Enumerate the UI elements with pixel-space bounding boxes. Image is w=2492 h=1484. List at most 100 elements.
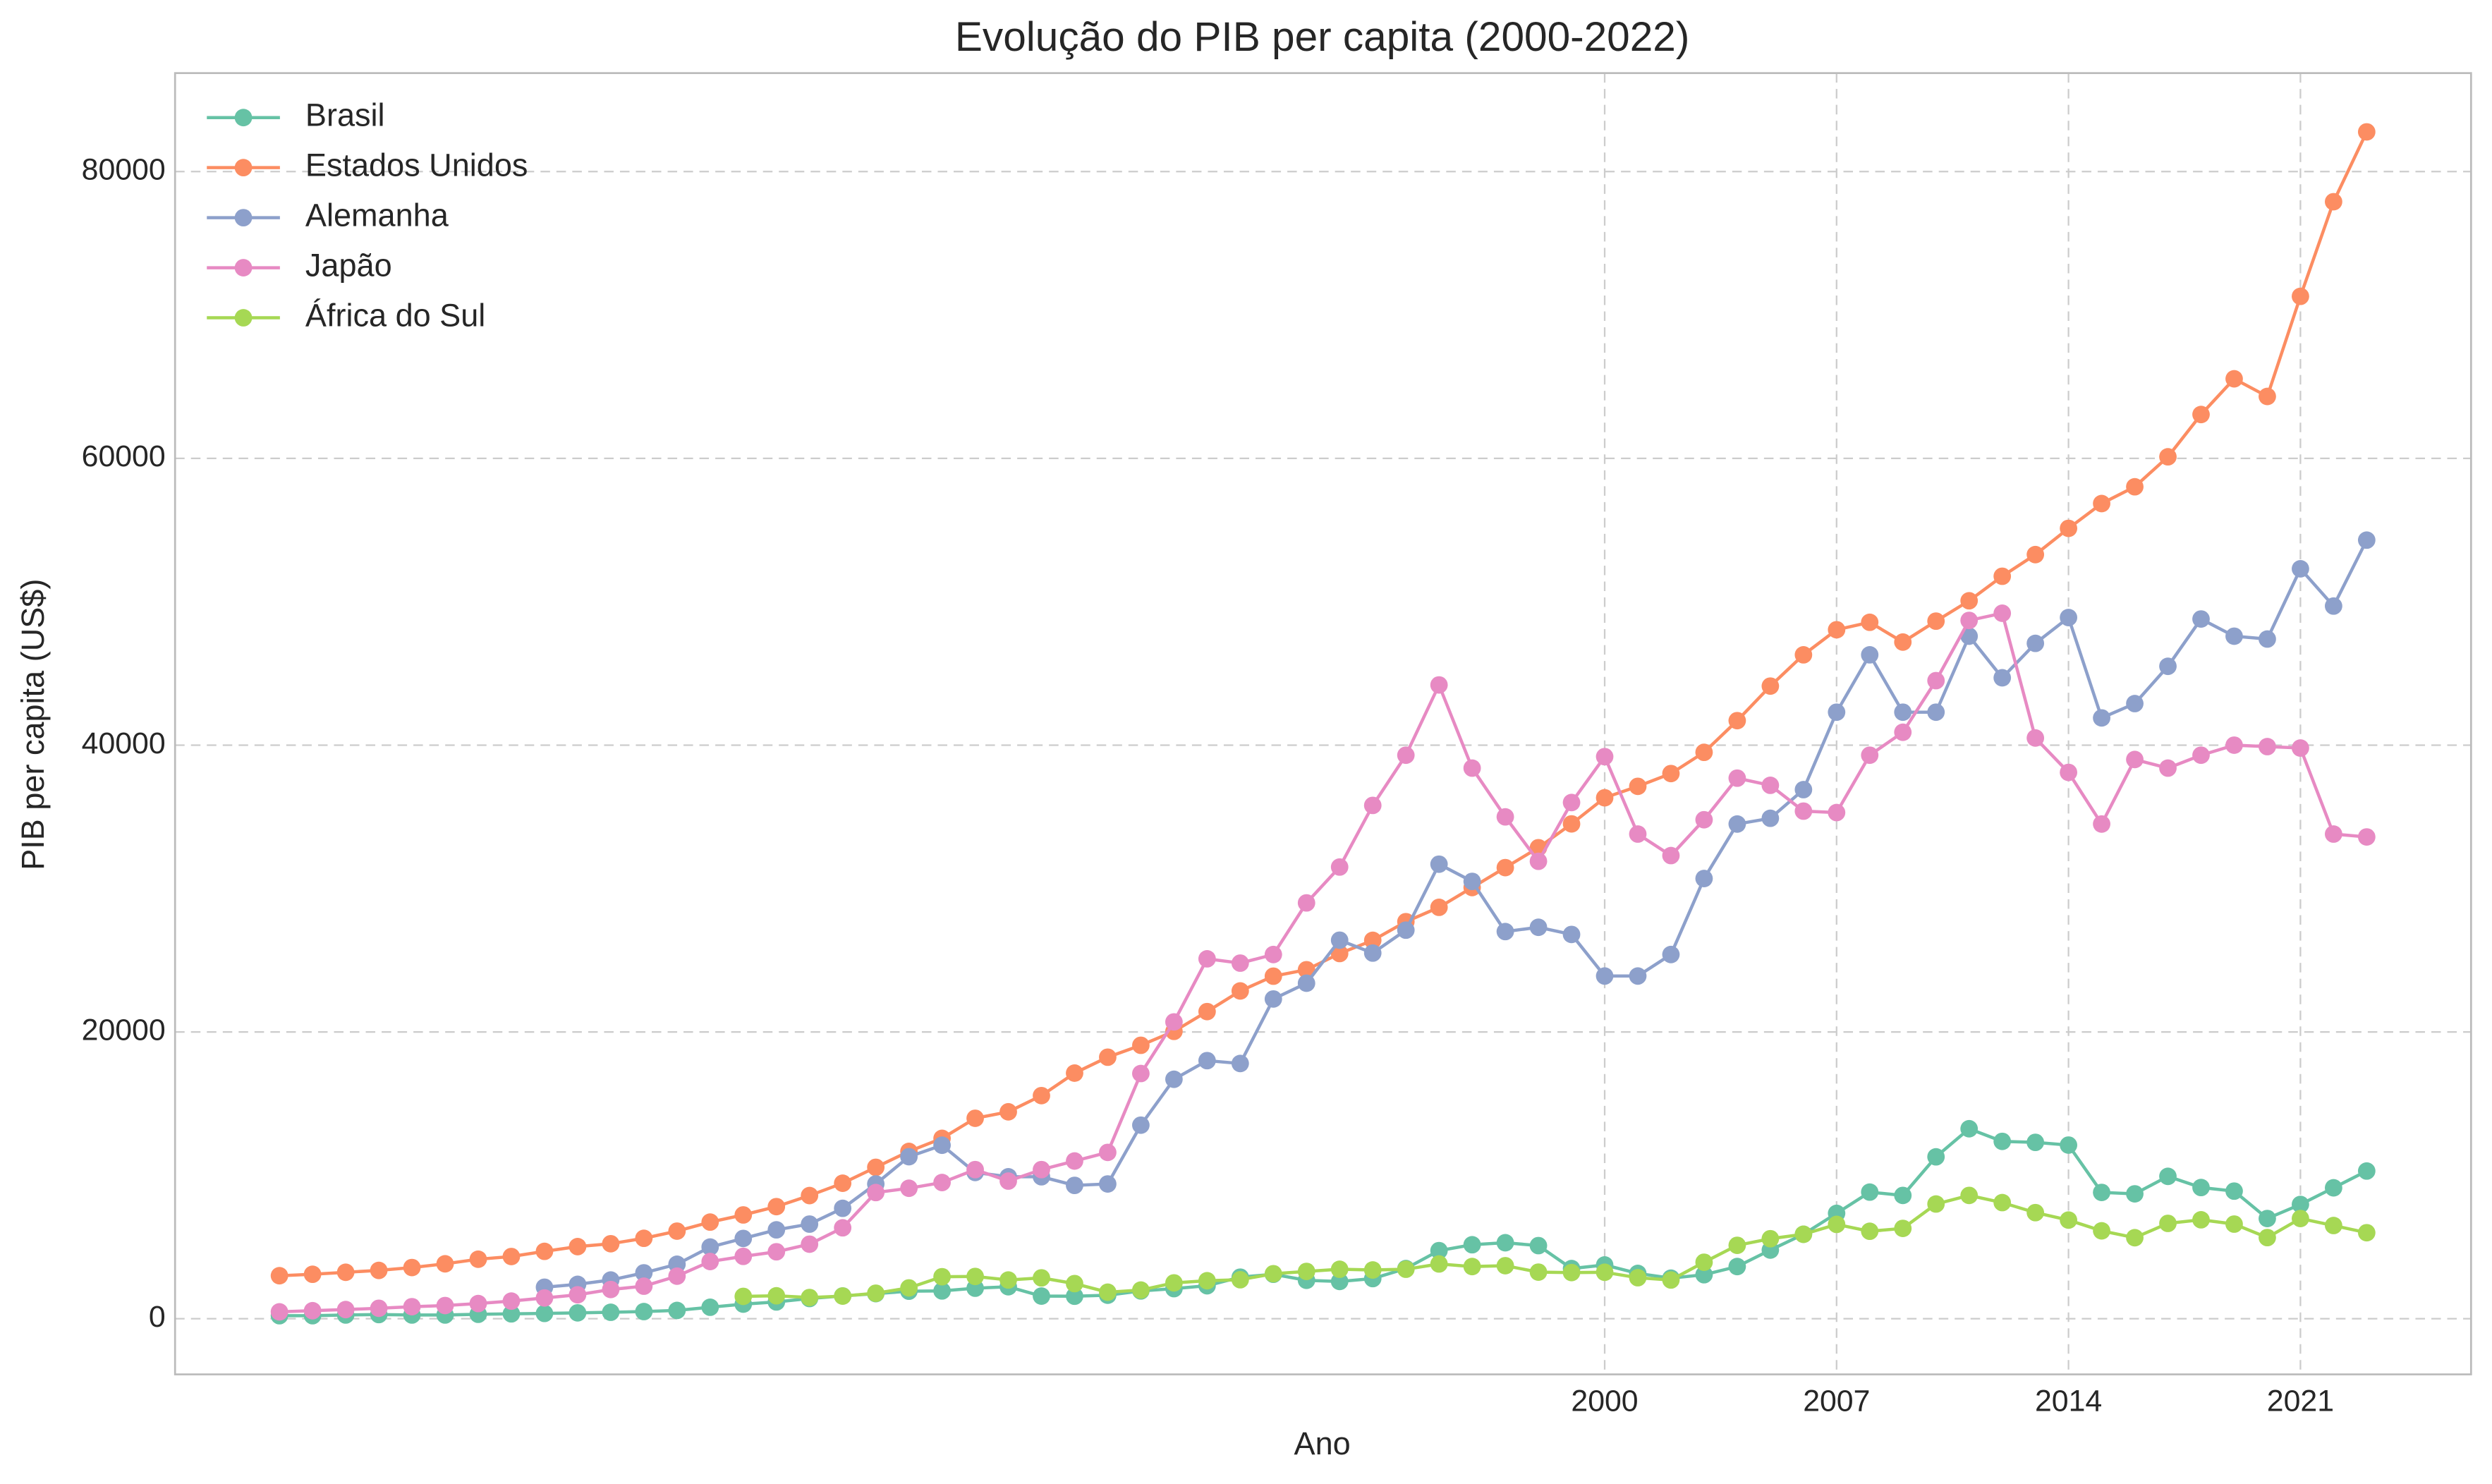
legend-label: África do Sul <box>305 297 485 333</box>
data-point <box>1330 858 1349 876</box>
data-point <box>1927 1148 1945 1166</box>
data-point <box>1894 633 1912 651</box>
legend-label: Brasil <box>305 97 385 133</box>
data-point <box>1033 1287 1050 1305</box>
data-point <box>1728 1258 1746 1276</box>
data-point <box>370 1261 388 1279</box>
data-point <box>1231 954 1249 972</box>
data-point <box>1728 712 1746 730</box>
data-point <box>1894 1186 1912 1205</box>
data-point <box>1761 777 1780 794</box>
data-point <box>569 1303 587 1322</box>
data-point <box>2026 1203 2045 1222</box>
data-point <box>1264 1265 1282 1283</box>
data-point <box>635 1264 653 1282</box>
data-point <box>1828 621 1846 639</box>
data-point <box>436 1296 454 1315</box>
data-point <box>701 1213 719 1231</box>
data-point <box>2292 739 2309 757</box>
data-point <box>1960 1119 1979 1138</box>
data-point <box>1596 789 1614 807</box>
data-point <box>1330 931 1349 949</box>
data-point <box>1728 815 1746 833</box>
plot-area <box>270 123 2376 1325</box>
data-point <box>2126 750 2144 769</box>
data-point <box>2225 736 2243 754</box>
data-point <box>2093 815 2110 833</box>
data-point <box>1927 671 1945 690</box>
data-point <box>1264 990 1282 1008</box>
data-point <box>999 1271 1017 1289</box>
data-point <box>635 1229 653 1248</box>
data-point <box>1397 1260 1415 1278</box>
data-point <box>999 1102 1017 1121</box>
data-point <box>1496 808 1514 826</box>
series-line <box>279 611 2367 1314</box>
data-point <box>1761 1229 1780 1248</box>
legend-marker <box>234 309 253 327</box>
data-point <box>933 1136 951 1155</box>
data-point <box>1132 1281 1150 1299</box>
data-point <box>867 1158 885 1176</box>
legend-marker <box>234 259 253 276</box>
data-point <box>602 1234 620 1253</box>
data-point <box>602 1280 620 1298</box>
data-point <box>2126 1185 2144 1203</box>
data-point <box>1066 1176 1083 1195</box>
data-point <box>801 1186 819 1205</box>
data-point <box>2093 494 2110 513</box>
data-point <box>701 1238 719 1256</box>
data-point <box>1761 677 1780 695</box>
data-point <box>1993 669 2012 687</box>
data-point <box>1297 961 1315 979</box>
data-point <box>1297 974 1315 992</box>
data-point <box>469 1250 487 1268</box>
data-point <box>336 1301 355 1319</box>
legend-label: Alemanha <box>305 197 449 233</box>
data-point <box>1861 646 1879 664</box>
data-point <box>834 1199 852 1217</box>
data-point <box>1629 967 1647 985</box>
data-point <box>2292 1196 2309 1214</box>
data-point <box>1861 1222 1879 1241</box>
data-point <box>668 1222 686 1240</box>
data-point <box>1960 612 1979 630</box>
data-point <box>1562 925 1581 944</box>
data-point <box>1463 1236 1481 1254</box>
data-point <box>1363 796 1382 815</box>
data-point <box>2026 1133 2045 1152</box>
data-point <box>1828 703 1846 722</box>
data-point <box>403 1258 421 1277</box>
data-point <box>1463 872 1481 891</box>
data-point <box>1132 1064 1150 1083</box>
data-point <box>834 1219 852 1237</box>
data-point <box>1264 945 1282 963</box>
data-point <box>2357 123 2376 141</box>
data-point <box>1562 1263 1581 1282</box>
data-point <box>1033 1269 1050 1287</box>
data-point <box>2060 519 2078 537</box>
data-point <box>1662 846 1680 865</box>
data-point <box>2192 1179 2210 1197</box>
legend-marker <box>234 109 253 127</box>
data-point <box>1529 852 1548 870</box>
data-point <box>1066 1275 1083 1293</box>
data-point <box>2259 630 2276 648</box>
data-point <box>2159 448 2177 466</box>
data-point <box>1066 1064 1083 1082</box>
data-point <box>635 1277 653 1295</box>
data-point <box>1198 1052 1216 1070</box>
data-point <box>1993 1193 2012 1212</box>
data-point <box>1330 1272 1349 1291</box>
data-point <box>933 1174 951 1191</box>
data-point <box>900 1279 918 1297</box>
data-point <box>1033 1160 1050 1179</box>
data-point <box>2159 657 2177 676</box>
data-point <box>1165 1274 1183 1292</box>
data-point <box>1927 1195 1945 1213</box>
data-point <box>734 1229 753 1248</box>
data-point <box>1231 982 1249 1000</box>
data-point <box>767 1287 786 1305</box>
data-point <box>1430 676 1448 694</box>
